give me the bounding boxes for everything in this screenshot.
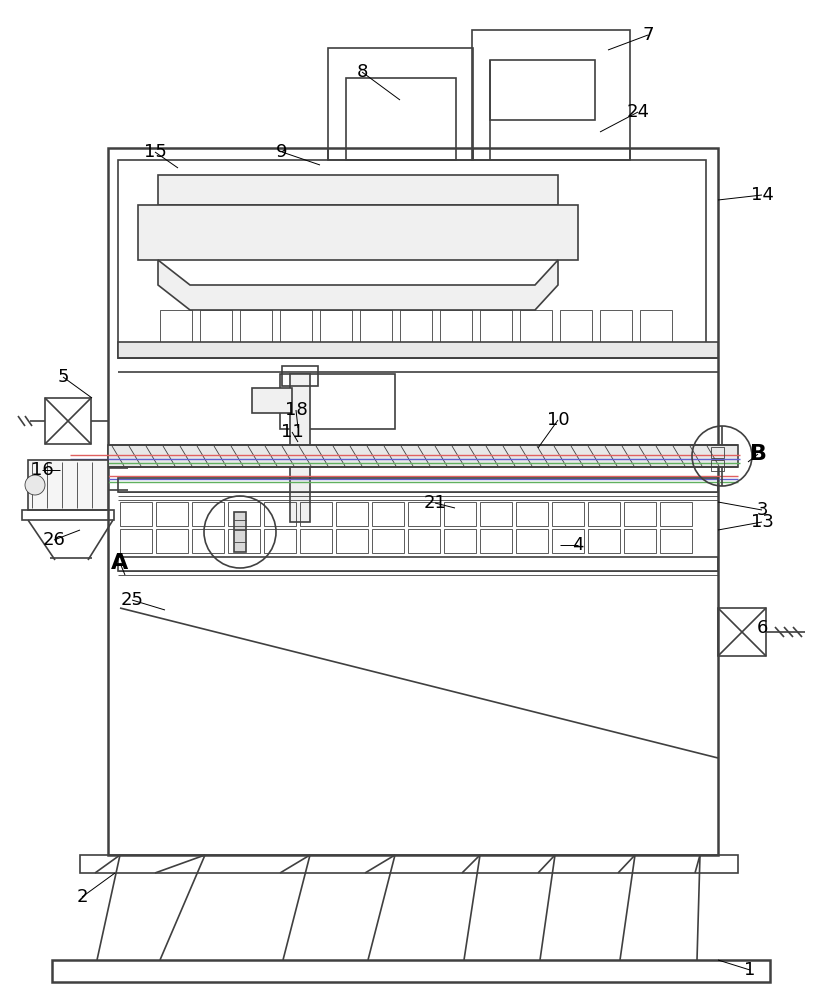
Bar [320, 310, 352, 342]
Bar [328, 48, 473, 160]
Bar [336, 502, 368, 526]
Bar [192, 529, 224, 553]
Bar [516, 529, 548, 553]
Bar [118, 478, 718, 492]
Text: 14: 14 [750, 186, 774, 204]
Bar [588, 529, 620, 553]
Bar [52, 960, 770, 982]
Bar [234, 512, 246, 552]
Text: B: B [750, 444, 766, 464]
Bar [118, 160, 706, 358]
Bar [600, 310, 632, 342]
Bar [718, 608, 766, 656]
Bar [480, 529, 512, 553]
Polygon shape [158, 260, 558, 310]
Bar [300, 502, 332, 526]
Bar [711, 447, 724, 458]
Bar [290, 374, 310, 522]
Text: 8: 8 [356, 63, 367, 81]
Bar [472, 30, 630, 160]
Bar [120, 502, 152, 526]
Text: 13: 13 [750, 513, 774, 531]
Text: 4: 4 [572, 536, 584, 554]
Bar [346, 78, 456, 160]
Bar [516, 502, 548, 526]
Text: 10: 10 [547, 411, 570, 429]
Polygon shape [138, 205, 578, 260]
Text: 7: 7 [642, 26, 653, 44]
Bar [228, 502, 260, 526]
Text: 15: 15 [144, 143, 166, 161]
Bar [120, 529, 152, 553]
Text: 11: 11 [280, 423, 303, 441]
Bar [156, 529, 188, 553]
Text: 6: 6 [756, 619, 768, 637]
Bar [156, 502, 188, 526]
Bar [336, 529, 368, 553]
Bar [444, 502, 476, 526]
Bar [45, 398, 91, 444]
Bar [624, 529, 656, 553]
Bar [108, 445, 738, 467]
Bar [560, 310, 592, 342]
Bar [480, 502, 512, 526]
Bar [480, 310, 512, 342]
Bar [22, 510, 114, 520]
Bar [280, 310, 312, 342]
Bar [372, 529, 404, 553]
Bar [624, 502, 656, 526]
Bar [282, 366, 318, 386]
Bar [108, 148, 718, 855]
Bar [118, 557, 718, 571]
Text: 16: 16 [30, 461, 53, 479]
Text: 18: 18 [284, 401, 307, 419]
Bar [711, 460, 724, 471]
Bar [588, 502, 620, 526]
Bar [28, 460, 108, 510]
Bar [360, 310, 392, 342]
Bar [440, 310, 472, 342]
Text: 5: 5 [58, 368, 69, 386]
Bar [552, 502, 584, 526]
Bar [228, 529, 260, 553]
Polygon shape [158, 175, 558, 205]
Bar [118, 342, 718, 358]
Bar [408, 502, 440, 526]
Bar [160, 310, 192, 342]
Text: 21: 21 [423, 494, 446, 512]
Text: 9: 9 [276, 143, 288, 161]
Bar [240, 310, 272, 342]
Bar [80, 855, 738, 873]
Bar [660, 502, 692, 526]
Bar [200, 310, 232, 342]
Text: 1: 1 [744, 961, 755, 979]
Circle shape [25, 475, 45, 495]
Bar [520, 310, 552, 342]
Text: 26: 26 [43, 531, 66, 549]
Text: 24: 24 [626, 103, 649, 121]
Bar [264, 502, 296, 526]
Text: 2: 2 [76, 888, 88, 906]
Bar [660, 529, 692, 553]
Bar [300, 529, 332, 553]
Text: 25: 25 [121, 591, 144, 609]
Bar [640, 310, 672, 342]
Text: 3: 3 [756, 501, 768, 519]
Bar [280, 374, 395, 429]
Text: A: A [111, 553, 128, 573]
Bar [252, 388, 292, 413]
Bar [372, 502, 404, 526]
Bar [490, 60, 595, 120]
Bar [444, 529, 476, 553]
Bar [400, 310, 432, 342]
Bar [264, 529, 296, 553]
Bar [408, 529, 440, 553]
Bar [192, 502, 224, 526]
Bar [552, 529, 584, 553]
